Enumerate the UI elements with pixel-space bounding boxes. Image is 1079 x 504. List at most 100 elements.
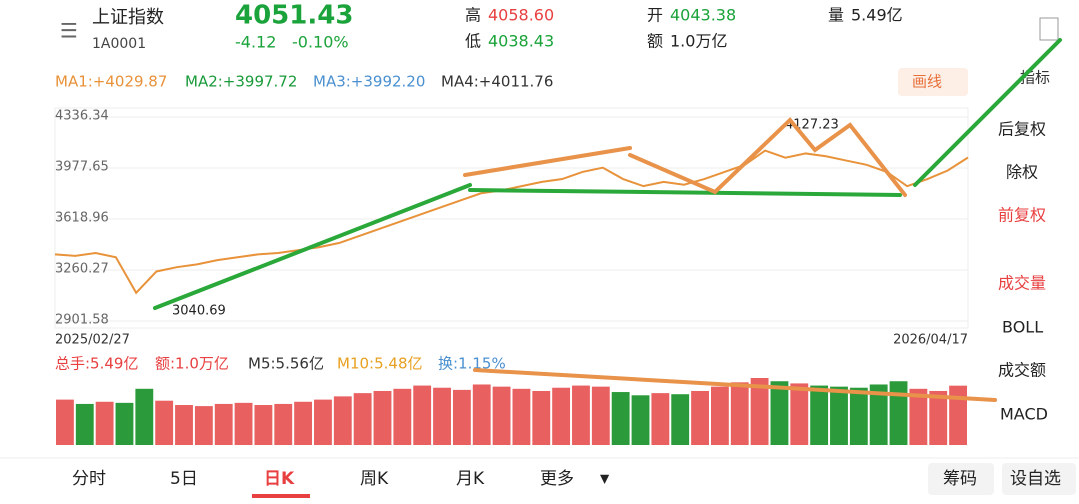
- sidebar: 后复权 除权 前复权 成交量 BOLL 成交额 MACD: [998, 120, 1048, 424]
- label: 开: [647, 6, 663, 25]
- volume-bar: [294, 401, 313, 445]
- volume-labels: 总手:5.49亿 额:1.0万亿 M5:5.56亿 M10:5.48亿 换:1.…: [55, 355, 506, 373]
- volume-bar: [155, 400, 174, 445]
- value: 4038.43: [488, 32, 554, 51]
- tab[interactable]: 周K: [360, 469, 389, 489]
- volume-bar: [869, 384, 888, 445]
- label: 额: [647, 32, 663, 51]
- volume-bar: [572, 385, 590, 445]
- button[interactable]: [928, 463, 994, 495]
- volume-bar: [651, 393, 670, 445]
- volume-bar: [750, 378, 769, 445]
- volume-bar: [591, 386, 610, 445]
- trend-line: [468, 188, 902, 197]
- volume-bar: [949, 385, 967, 445]
- dropdown-icon[interactable]: ▼: [600, 472, 610, 486]
- volume-bar: [115, 402, 134, 445]
- button[interactable]: [1002, 463, 1076, 495]
- label: 高: [465, 6, 481, 25]
- side-item[interactable]: MACD: [1000, 405, 1048, 424]
- side-item[interactable]: 除权: [1006, 163, 1038, 182]
- volume-bar: [353, 393, 372, 445]
- volume-bar: [274, 403, 293, 445]
- trend-line: [473, 368, 997, 402]
- x-start: 2025/02/27: [55, 333, 130, 348]
- vol-label: M10:5.48亿: [337, 355, 422, 373]
- volume-bar: [413, 385, 432, 445]
- side-item[interactable]: 成交额: [998, 361, 1046, 380]
- volume-bar: [830, 386, 848, 445]
- draw-button[interactable]: [898, 68, 968, 96]
- ma-row: MA1:+4029.87 MA2:+3997.72 MA3:+3992.20 M…: [55, 68, 1050, 96]
- volume-bar: [810, 385, 829, 445]
- side-item[interactable]: 成交量: [998, 274, 1046, 293]
- change: -4.12: [235, 33, 276, 52]
- tab[interactable]: 月K: [456, 469, 485, 489]
- volume-bar: [56, 399, 74, 445]
- tab[interactable]: 更多: [540, 469, 574, 489]
- volume-bar: [452, 389, 471, 445]
- value: 4043.38: [670, 6, 736, 25]
- button-label: 筹码: [943, 469, 977, 489]
- y-tick-label: 3977.65: [55, 160, 109, 175]
- ma: MA2:+3997.72: [185, 73, 297, 91]
- landscape-icon[interactable]: [1039, 17, 1059, 41]
- side-item[interactable]: 后复权: [998, 120, 1046, 139]
- volume-bar: [214, 403, 233, 445]
- volume-bar: [552, 387, 571, 445]
- index-name: 上证指数: [92, 7, 164, 28]
- volume-bar: [373, 390, 392, 445]
- side-item[interactable]: 前复权: [998, 206, 1046, 225]
- ma: MA3:+3992.20: [313, 73, 425, 91]
- side-item[interactable]: BOLL: [1002, 318, 1043, 337]
- volume-bar: [730, 382, 749, 445]
- tab[interactable]: 5日: [170, 469, 198, 489]
- volume-area: [56, 378, 967, 445]
- trend-line: [153, 183, 472, 310]
- trend-line: [913, 38, 1062, 187]
- volume-bar: [135, 388, 154, 445]
- volume-bar: [770, 381, 789, 445]
- volume-bar: [393, 388, 412, 445]
- label: 量: [828, 6, 844, 25]
- volume-bar: [889, 381, 908, 445]
- vol-label: 换:1.15%: [438, 355, 506, 373]
- volume-bar: [333, 396, 352, 445]
- tab-underline: [252, 494, 310, 498]
- change-pct: -0.10%: [292, 33, 349, 52]
- tabs: 分时 5日 日K 周K 月K 更多 ▼ 筹码 设自选: [72, 463, 1076, 498]
- price: 4051.43: [235, 1, 353, 31]
- y-tick-label: 2901.58: [55, 313, 109, 328]
- ma: MA1:+4029.87: [55, 73, 167, 91]
- volume-bar: [512, 388, 531, 445]
- volume-bar: [909, 388, 928, 445]
- volume-bar: [492, 386, 511, 445]
- drawn-lines: [153, 38, 1062, 402]
- tab[interactable]: 日K: [264, 469, 295, 489]
- volume-bar: [472, 384, 491, 445]
- vol-label: 总手:5.49亿: [55, 355, 138, 373]
- kline-area: 2901.58 3260.27 3618.96 3977.65 4336.34: [54, 107, 969, 329]
- trend-line: [463, 146, 632, 177]
- volume-bar: [95, 401, 114, 445]
- volume-bar: [611, 392, 630, 445]
- plot-frame: [54, 107, 969, 329]
- index-code: 1A0001: [92, 36, 146, 52]
- trend-line: [628, 117, 907, 197]
- label: 低: [465, 32, 481, 51]
- y-tick-label: 3260.27: [55, 262, 109, 277]
- vol-label: 额:1.0万亿: [155, 355, 229, 373]
- volume-bar: [671, 394, 690, 445]
- y-tick-label: 3618.96: [55, 211, 109, 226]
- value: 5.49亿: [851, 6, 903, 25]
- y-tick-label: 4336.34: [55, 109, 109, 124]
- menu-icon[interactable]: ☰: [60, 19, 78, 43]
- volume-bar: [175, 405, 193, 445]
- volume-bar: [194, 406, 213, 445]
- tab[interactable]: 分时: [72, 469, 106, 489]
- price-line: [54, 149, 969, 295]
- volume-bar: [314, 399, 332, 445]
- x-end: 2026/04/17: [893, 333, 968, 348]
